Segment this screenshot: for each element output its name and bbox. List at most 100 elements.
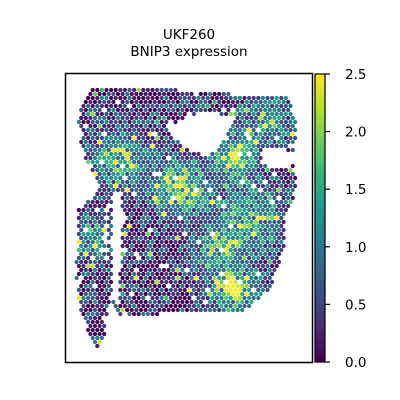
expression-spot — [92, 299, 98, 305]
expression-spot — [164, 111, 169, 117]
expression-spot — [127, 287, 132, 293]
expression-spot — [221, 195, 226, 201]
expression-spot — [212, 171, 217, 177]
expression-spot — [263, 211, 268, 217]
expression-spot — [260, 255, 265, 261]
expression-spot — [267, 251, 272, 257]
expression-spot — [136, 135, 141, 141]
expression-spot — [274, 207, 279, 213]
expression-spot — [224, 191, 229, 197]
expression-spot — [95, 279, 100, 285]
expression-spot — [235, 155, 240, 161]
expression-spot — [283, 183, 288, 189]
expression-spot — [109, 271, 114, 277]
expression-spot — [102, 211, 107, 217]
expression-spot — [125, 107, 130, 113]
expression-spot — [256, 295, 261, 301]
expression-spot — [132, 143, 137, 149]
expression-spot — [104, 151, 109, 157]
expression-spot — [230, 307, 236, 313]
expression-spot — [168, 95, 173, 101]
expression-spot — [148, 251, 153, 257]
colorbar-frame — [314, 73, 326, 363]
expression-spot — [201, 247, 206, 253]
expression-spot — [290, 171, 295, 177]
expression-spot — [198, 195, 203, 201]
expression-spot — [201, 255, 206, 261]
expression-spot — [265, 231, 270, 237]
expression-spot — [233, 127, 238, 133]
expression-spot — [198, 99, 203, 105]
expression-spot — [189, 211, 194, 217]
expression-spot — [258, 227, 263, 233]
expression-spot — [242, 239, 247, 245]
expression-spot — [249, 107, 254, 113]
expression-spot — [127, 223, 132, 229]
expression-spot — [168, 87, 173, 93]
expression-spot — [161, 187, 167, 193]
expression-spot — [230, 195, 236, 201]
expression-spot — [276, 211, 282, 217]
expression-spot — [194, 243, 199, 249]
expression-spot — [237, 231, 242, 237]
expression-spot — [281, 171, 286, 177]
expression-spot — [274, 103, 279, 109]
expression-spot — [189, 227, 194, 233]
expression-spot — [267, 227, 272, 233]
expression-spot — [270, 231, 275, 237]
expression-spot — [173, 271, 178, 277]
expression-spot — [244, 203, 249, 209]
expression-spot — [203, 155, 208, 161]
expression-spot — [219, 151, 224, 157]
expression-spot — [258, 211, 263, 217]
expression-spot — [279, 135, 284, 141]
expression-spot — [122, 143, 127, 149]
expression-spot — [281, 179, 286, 185]
expression-spot — [79, 139, 84, 145]
expression-spot — [189, 243, 194, 249]
expression-spot — [104, 271, 109, 277]
expression-spot — [113, 135, 118, 141]
expression-spot — [159, 215, 164, 221]
expression-spot — [283, 175, 288, 181]
expression-spot — [253, 219, 259, 225]
expression-spot — [120, 291, 125, 297]
expression-spot — [111, 131, 116, 137]
expression-spot — [95, 135, 100, 141]
expression-spot — [79, 299, 84, 305]
expression-spot — [212, 243, 217, 249]
expression-spot — [168, 111, 173, 117]
expression-spot — [187, 255, 192, 261]
expression-spot — [180, 235, 185, 241]
expression-spot — [150, 303, 155, 309]
expression-spot — [83, 243, 88, 249]
expression-spot — [184, 227, 190, 233]
expression-spot — [207, 91, 213, 97]
expression-spot — [136, 223, 141, 229]
expression-spot — [212, 107, 217, 113]
expression-spot — [272, 115, 277, 121]
expression-spot — [143, 139, 148, 145]
expression-spot — [83, 139, 88, 145]
expression-spot — [175, 147, 180, 153]
expression-spot — [99, 255, 104, 261]
expression-spot — [175, 107, 180, 113]
expression-spot — [205, 215, 210, 221]
expression-spot — [161, 107, 167, 113]
expression-spot — [102, 139, 107, 145]
expression-spot — [90, 247, 95, 253]
expression-spot — [90, 215, 95, 221]
expression-spot — [180, 259, 185, 265]
expression-spot — [217, 155, 222, 161]
expression-spot — [132, 159, 137, 165]
expression-spot — [125, 187, 130, 193]
expression-spot — [219, 295, 224, 301]
expression-spot — [272, 235, 277, 241]
expression-spot — [265, 95, 270, 101]
expression-spot — [81, 255, 86, 261]
expression-spot — [217, 203, 222, 209]
expression-spot — [136, 303, 141, 309]
expression-spot — [132, 287, 137, 293]
expression-spot — [228, 231, 233, 237]
expression-spot — [194, 155, 199, 161]
